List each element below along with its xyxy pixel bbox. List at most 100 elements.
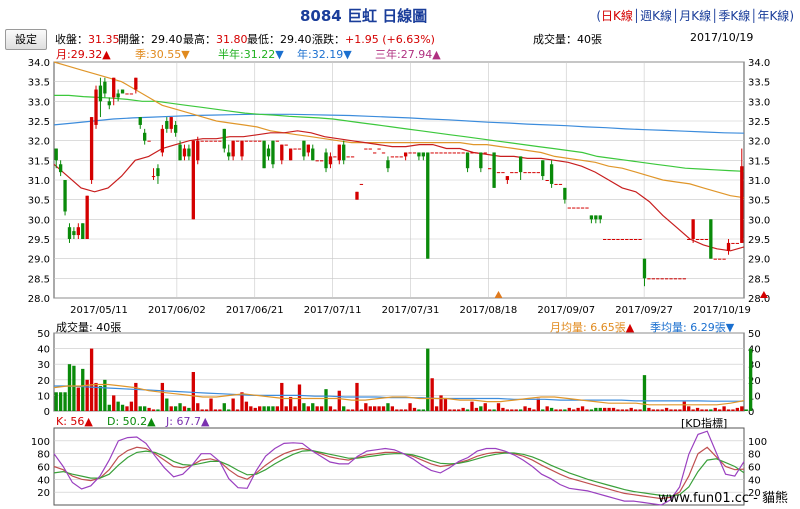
- quote-high: 最高：31.80: [183, 33, 248, 46]
- volume-bar: [280, 382, 284, 411]
- candle-body: [395, 156, 399, 158]
- volume-bar: [386, 403, 390, 411]
- candle-body: [700, 239, 704, 240]
- volume-bar: [678, 409, 682, 411]
- candle-body: [408, 152, 412, 154]
- candle-body: [134, 77, 138, 90]
- volume-bar: [209, 398, 213, 411]
- candle-body: [262, 140, 266, 169]
- volume-bar: [408, 403, 412, 411]
- candle-body: [647, 278, 651, 280]
- volume-bar: [138, 406, 142, 411]
- kd-tick-label-right: 40: [748, 475, 761, 486]
- quote-close: 收盤：31.35: [55, 33, 120, 46]
- kd-badge[interactable]: [KD指標]: [681, 417, 728, 430]
- candle-body: [527, 172, 532, 174]
- candle-body: [173, 124, 178, 133]
- volume-bar: [532, 409, 536, 411]
- candle-body: [85, 195, 89, 239]
- candle-body: [297, 148, 302, 150]
- candle-body: [271, 140, 275, 165]
- candle-body: [488, 168, 492, 170]
- candle-body: [607, 239, 611, 240]
- price-tick-label-right: 28.5: [748, 274, 770, 285]
- candle-body: [231, 140, 235, 157]
- volume-bar: [143, 406, 147, 411]
- volume-bar: [89, 348, 94, 411]
- volume-bar: [368, 406, 372, 411]
- candle-body: [390, 156, 395, 158]
- volume-bar: [346, 409, 350, 411]
- volume-bar: [426, 348, 430, 411]
- volume-bar: [417, 409, 421, 411]
- candle-body: [580, 207, 585, 209]
- volume-bar: [227, 409, 231, 411]
- kd-tick-label-left: 60: [37, 463, 50, 474]
- volume-tick-label-left: 20: [37, 376, 50, 387]
- link-weekly-k[interactable]: 週K線: [640, 9, 672, 23]
- candle-body: [726, 242, 731, 251]
- volume-bar: [572, 409, 576, 411]
- volume-bar: [669, 409, 673, 411]
- candle-body: [576, 207, 580, 209]
- volume-bar: [231, 398, 235, 411]
- volume-bar: [81, 368, 85, 411]
- candle-body: [377, 148, 381, 150]
- volume-panel-frame: [53, 332, 745, 412]
- candle-body: [682, 278, 686, 280]
- candle-body: [98, 85, 103, 102]
- candle-body: [227, 152, 231, 157]
- volume-bar: [488, 409, 492, 411]
- kd-k-value: K: 56▲: [56, 415, 93, 428]
- volume-bar: [629, 407, 633, 411]
- volume-bar: [496, 403, 501, 411]
- volume-tick-label-right: 0: [748, 407, 754, 418]
- volume-bar: [284, 406, 288, 411]
- candle-body: [76, 227, 80, 236]
- candle-body: [611, 239, 616, 240]
- volume-bar: [165, 398, 169, 411]
- volume-bar: [342, 406, 346, 411]
- volume-bar: [474, 407, 479, 411]
- candle-body: [603, 239, 607, 240]
- candle-body: [457, 152, 461, 154]
- price-tick-label-right: 33.5: [748, 78, 770, 89]
- volume-bar: [501, 407, 505, 411]
- price-tick-label-left: 29.0: [28, 255, 50, 266]
- volume-bar: [713, 407, 717, 411]
- volume-bar: [147, 407, 151, 411]
- volume-bar: [218, 409, 222, 411]
- candle-body: [549, 164, 554, 184]
- candle-body: [293, 148, 297, 150]
- candle-body: [218, 140, 222, 142]
- settings-button[interactable]: 設定: [5, 29, 47, 50]
- candle-body: [302, 140, 306, 157]
- link-yearly-k[interactable]: 年K線: [757, 9, 790, 23]
- link-monthly-k[interactable]: 月K線: [679, 9, 712, 23]
- volume-bar: [510, 409, 514, 411]
- volume-bar: [700, 409, 704, 411]
- candle-body: [275, 140, 280, 142]
- volume-bar: [518, 409, 523, 411]
- candle-body: [673, 278, 678, 280]
- candle-body: [160, 128, 165, 153]
- price-tick-label-left: 32.5: [28, 117, 50, 128]
- volume-bar: [196, 403, 200, 411]
- volume-bar: [625, 409, 629, 411]
- volume-bar: [151, 409, 156, 411]
- link-daily-k[interactable]: 日K線: [601, 9, 633, 23]
- link-quarterly-k[interactable]: 季K線: [718, 9, 751, 23]
- volume-tick-label-right: 20: [748, 376, 761, 387]
- price-tick-label-right: 29.5: [748, 235, 770, 246]
- ma-legend-month: 月:29.32▲: [56, 48, 111, 61]
- ma-year-line: [53, 113, 745, 134]
- volume-bar: [178, 403, 182, 411]
- candle-body: [368, 148, 372, 150]
- volume-bar: [156, 409, 160, 411]
- price-tick-label-left: 30.0: [28, 215, 50, 226]
- candle-body: [496, 172, 501, 174]
- candle-body: [731, 242, 735, 244]
- volume-bar: [607, 407, 611, 411]
- candle-body: [589, 215, 594, 220]
